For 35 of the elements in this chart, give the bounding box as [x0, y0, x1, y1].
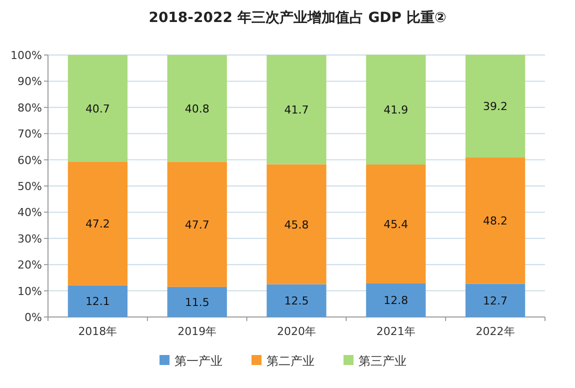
label: 12.5 — [284, 294, 309, 308]
ytick: 40% — [18, 206, 42, 220]
ytick: 50% — [18, 180, 42, 193]
ytick: 60% — [18, 154, 42, 167]
label: 47.2 — [85, 217, 110, 230]
ytick: 20% — [18, 258, 42, 272]
label: 12.8 — [384, 294, 408, 308]
ytick: 70% — [18, 128, 42, 141]
label: 12.1 — [85, 295, 110, 308]
ytick: 80% — [18, 101, 42, 114]
xtick: 2018年 — [78, 325, 118, 338]
label: 45.4 — [384, 218, 408, 231]
ytick: 100% — [10, 49, 42, 62]
label: 41.7 — [284, 104, 309, 117]
ytick: 0% — [24, 311, 42, 324]
label: 12.7 — [483, 294, 508, 308]
label: 41.9 — [384, 104, 408, 117]
xtick: 2019年 — [178, 325, 217, 338]
xtick: 2020年 — [277, 325, 316, 338]
label: 11.5 — [184, 296, 210, 309]
xtick: 2021年 — [376, 325, 416, 338]
ytick: 30% — [18, 232, 42, 246]
label: 48.2 — [483, 214, 508, 228]
ytick: 10% — [18, 284, 42, 298]
label: 39.2 — [483, 100, 508, 114]
label: 40.8 — [184, 102, 210, 116]
label: 45.8 — [284, 218, 309, 232]
legend: 第一产业 — [174, 354, 222, 368]
legend: 第二产业 — [266, 354, 314, 368]
label: 47.7 — [184, 218, 210, 232]
label: 40.7 — [85, 102, 110, 116]
title: 2018-2022 年三次产业增加值占 GDP 比重② — [148, 10, 446, 26]
xtick: 2022年 — [476, 325, 515, 338]
legend: 第三产业 — [358, 354, 406, 368]
ytick: 90% — [18, 75, 42, 88]
